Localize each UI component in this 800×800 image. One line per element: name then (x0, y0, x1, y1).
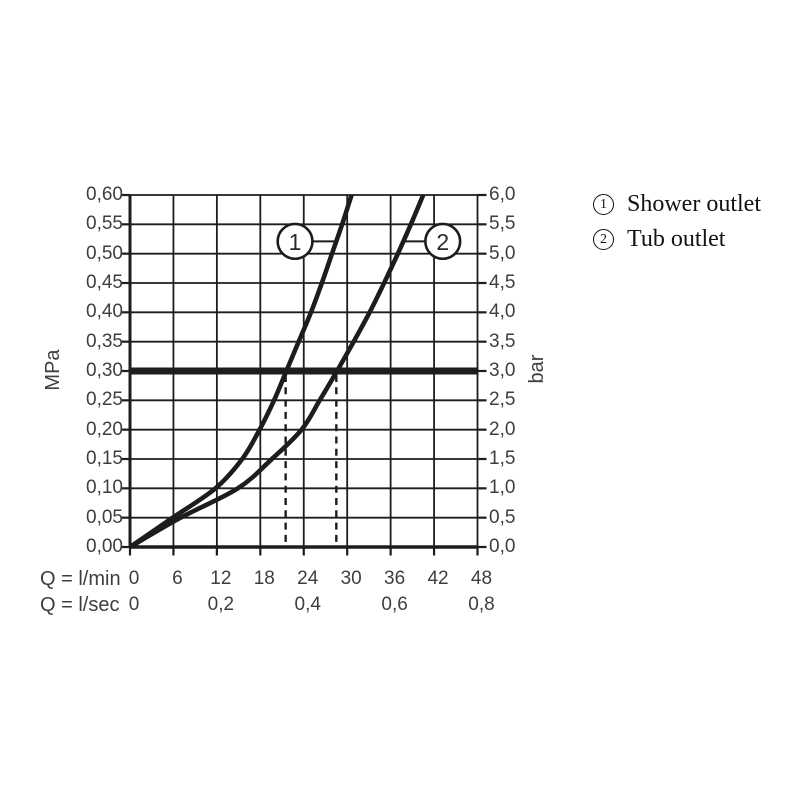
y-right-axis-title: bar (526, 354, 548, 384)
legend-symbol-2-icon: 2 (593, 229, 614, 250)
x-lmin-tick-label: 18 (253, 568, 275, 589)
x-axis-title-lmin: Q = l/min (40, 568, 121, 590)
y-left-tick-label: 0,30 (86, 360, 123, 381)
x-lsec-tick-label: 0,6 (381, 594, 408, 615)
x-lsec-tick-label: 0,8 (468, 594, 495, 615)
y-right-tick-label: 2,0 (489, 418, 516, 440)
curve-marker-label-2: 2 (436, 229, 449, 255)
legend-item-shower-outlet: 1 Shower outlet (593, 190, 761, 219)
x-lsec-tick-label: 0,2 (207, 594, 235, 615)
y-right-tick-label: 0,5 (489, 506, 516, 528)
x-lsec-tick-label: 0,4 (294, 594, 321, 615)
y-left-tick-label: 0,25 (86, 389, 123, 411)
y-left-tick-label: 0,55 (86, 213, 123, 235)
curve-marker-label-1: 1 (289, 229, 302, 255)
y-left-tick-label: 0,40 (86, 301, 123, 323)
x-lmin-tick-label: 36 (384, 568, 406, 589)
y-right-tick-label: 1,5 (489, 448, 516, 469)
y-left-tick-label: 0,50 (86, 242, 123, 264)
y-left-tick-label: 0,35 (86, 330, 123, 352)
y-right-tick-label: 6,0 (489, 184, 516, 205)
curve-marker-circle-2 (424, 222, 462, 261)
legend: 1 Shower outlet 2 Tub outlet (593, 190, 761, 260)
x-lmin-tick-label: 30 (340, 568, 362, 589)
x-lmin-tick-label: 12 (210, 568, 232, 589)
y-right-tick-label: 4,0 (489, 301, 516, 323)
y-right-tick-label: 2,5 (489, 389, 516, 411)
x-lmin-tick-label: 0 (128, 568, 140, 589)
y-left-tick-label: 0,45 (86, 272, 123, 293)
curve-tub-outlet (130, 195, 426, 547)
curve-shower-outlet (130, 195, 354, 547)
y-right-tick-label: 5,0 (489, 242, 516, 264)
y-right-tick-label: 0,0 (489, 536, 516, 557)
x-lsec-tick-label: 0 (128, 594, 140, 615)
x-lmin-tick-label: 48 (470, 568, 493, 589)
y-right-tick-label: 1,0 (489, 477, 516, 499)
x-lmin-tick-label: 24 (297, 568, 319, 589)
x-lmin-tick-label: 42 (427, 568, 449, 589)
y-left-tick-label: 0,10 (86, 477, 123, 499)
legend-item-tub-outlet: 2 Tub outlet (593, 225, 761, 254)
y-right-tick-label: 3,5 (489, 330, 516, 352)
y-right-tick-label: 5,5 (489, 213, 516, 235)
legend-symbol-1-icon: 1 (593, 194, 614, 215)
x-lmin-tick-label: 6 (172, 568, 183, 589)
y-left-tick-label: 0,15 (86, 448, 123, 469)
y-left-tick-label: 0,60 (86, 184, 123, 205)
y-left-tick-label: 0,20 (86, 418, 123, 440)
y-right-tick-label: 3,0 (489, 360, 516, 381)
legend-label-shower-outlet: Shower outlet (627, 191, 761, 217)
curve-marker-circle-1 (276, 222, 314, 261)
y-left-tick-label: 0,05 (86, 506, 123, 528)
y-right-tick-label: 4,5 (489, 272, 516, 293)
y-left-tick-label: 0,00 (86, 536, 123, 557)
x-axis-title-lsec: Q = l/sec (40, 594, 120, 616)
legend-label-tub-outlet: Tub outlet (627, 226, 726, 252)
y-left-axis-title: MPa (42, 349, 64, 391)
